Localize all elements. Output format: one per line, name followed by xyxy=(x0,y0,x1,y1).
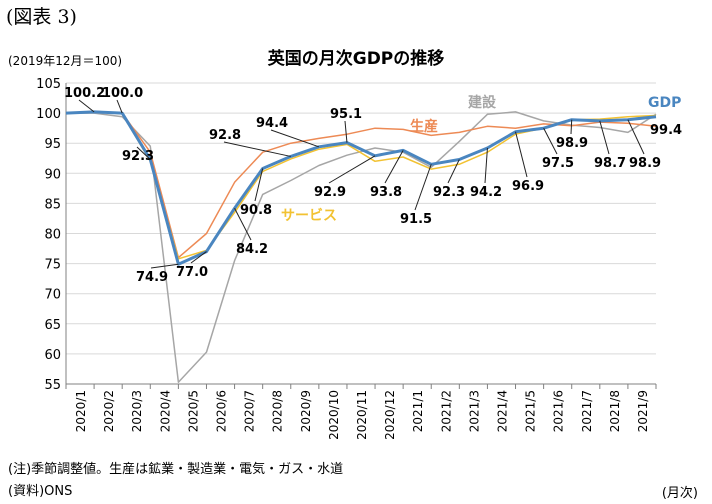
y-tick-label: 95 xyxy=(44,137,61,152)
data-label-leader xyxy=(328,155,376,184)
data-label: 96.9 xyxy=(512,179,544,194)
x-tick-label: 2021/3 xyxy=(467,390,481,432)
x-tick-label: 2020/2 xyxy=(102,390,116,432)
y-tick-label: 80 xyxy=(44,228,61,243)
x-tick-label: 2020/1 xyxy=(74,390,88,432)
x-tick-label: 2020/12 xyxy=(383,390,397,440)
data-label-leader xyxy=(116,99,123,114)
y-tick-label: 65 xyxy=(44,318,61,333)
x-tick-label: 2020/9 xyxy=(299,390,313,432)
data-label-leader xyxy=(254,168,264,202)
base-note: (2019年12月＝100) xyxy=(8,54,123,68)
series-label-gdp: GDP xyxy=(648,95,681,111)
data-label: 100.2 xyxy=(64,86,105,101)
y-tick-label: 75 xyxy=(44,258,61,273)
series-label-production: 生産 xyxy=(410,118,438,135)
y-tick-label: 85 xyxy=(44,197,61,212)
x-tick-label: 2020/6 xyxy=(215,390,229,432)
data-label-leader xyxy=(270,129,320,148)
x-tick-label: 2021/5 xyxy=(524,390,538,432)
figure-label: (図表 3) xyxy=(6,6,77,28)
data-label-leader xyxy=(223,141,291,157)
data-label-leader xyxy=(447,159,460,184)
data-label: 95.1 xyxy=(330,107,362,122)
x-tick-label: 2021/9 xyxy=(636,390,650,432)
data-label: 84.2 xyxy=(236,242,268,257)
data-label-leader xyxy=(78,99,95,113)
data-label: 100.0 xyxy=(102,86,143,101)
x-tick-label: 2020/10 xyxy=(327,390,341,440)
data-label-leader xyxy=(234,207,252,241)
data-label: 92.8 xyxy=(209,128,241,143)
data-label: 99.4 xyxy=(650,123,682,138)
x-tick-label: 2021/8 xyxy=(608,390,622,432)
series-label-construction: 建設 xyxy=(468,94,497,111)
x-tick-label: 2020/4 xyxy=(158,390,172,432)
data-label-leader xyxy=(515,131,528,178)
x-tick-label: 2020/11 xyxy=(355,390,369,440)
y-tick-label: 55 xyxy=(44,378,61,393)
x-unit-label: (月次) xyxy=(661,486,698,501)
x-tick-label: 2021/1 xyxy=(411,390,425,432)
footnote: (注)季節調整値。生産は鉱業・製造業・電気・ガス・水道 xyxy=(8,462,344,477)
y-tick-label: 70 xyxy=(44,288,61,303)
data-label-leader xyxy=(150,263,179,269)
data-label: 77.0 xyxy=(176,265,208,280)
x-tick-label: 2021/4 xyxy=(495,390,509,432)
data-label: 92.9 xyxy=(314,185,346,200)
y-tick-label: 90 xyxy=(44,167,61,182)
x-tick-label: 2021/7 xyxy=(580,390,594,432)
data-label-leader xyxy=(136,146,151,160)
data-label: 98.9 xyxy=(629,156,661,171)
data-label-leader xyxy=(543,127,558,155)
data-label-leader xyxy=(344,120,348,143)
x-tick-label: 2020/7 xyxy=(243,390,257,432)
data-label: 97.5 xyxy=(542,156,574,171)
data-label-leader xyxy=(190,251,207,264)
series-label-services: サービス xyxy=(281,208,337,224)
data-label: 90.8 xyxy=(240,203,272,218)
x-tick-label: 2020/8 xyxy=(271,390,285,432)
data-label-leader xyxy=(414,164,432,211)
data-label: 94.4 xyxy=(256,116,288,131)
chart-title: 英国の月次GDPの推移 xyxy=(267,49,445,69)
source-note: (資料)ONS xyxy=(8,484,73,499)
data-label: 74.9 xyxy=(136,270,168,285)
data-label: 92.3 xyxy=(122,149,154,164)
data-label-leader xyxy=(627,119,645,155)
data-label: 94.2 xyxy=(470,185,502,200)
data-label: 98.9 xyxy=(556,136,588,151)
series-line-gdp xyxy=(65,110,657,266)
data-label-leader xyxy=(384,150,404,184)
x-tick-label: 2020/5 xyxy=(186,390,200,432)
data-label: 93.8 xyxy=(370,185,402,200)
y-tick-label: 105 xyxy=(36,77,61,92)
data-label-leader xyxy=(484,147,488,184)
data-label: 92.3 xyxy=(433,185,465,200)
data-label: 91.5 xyxy=(400,212,432,227)
data-label-leader xyxy=(599,120,610,155)
data-label-leader xyxy=(570,119,573,135)
y-tick-label: 60 xyxy=(44,348,61,363)
data-label: 98.7 xyxy=(594,156,626,171)
x-tick-label: 2021/6 xyxy=(552,390,566,432)
x-tick-label: 2020/3 xyxy=(130,390,144,432)
x-tick-label: 2021/2 xyxy=(439,390,453,432)
y-tick-label: 100 xyxy=(36,107,61,122)
